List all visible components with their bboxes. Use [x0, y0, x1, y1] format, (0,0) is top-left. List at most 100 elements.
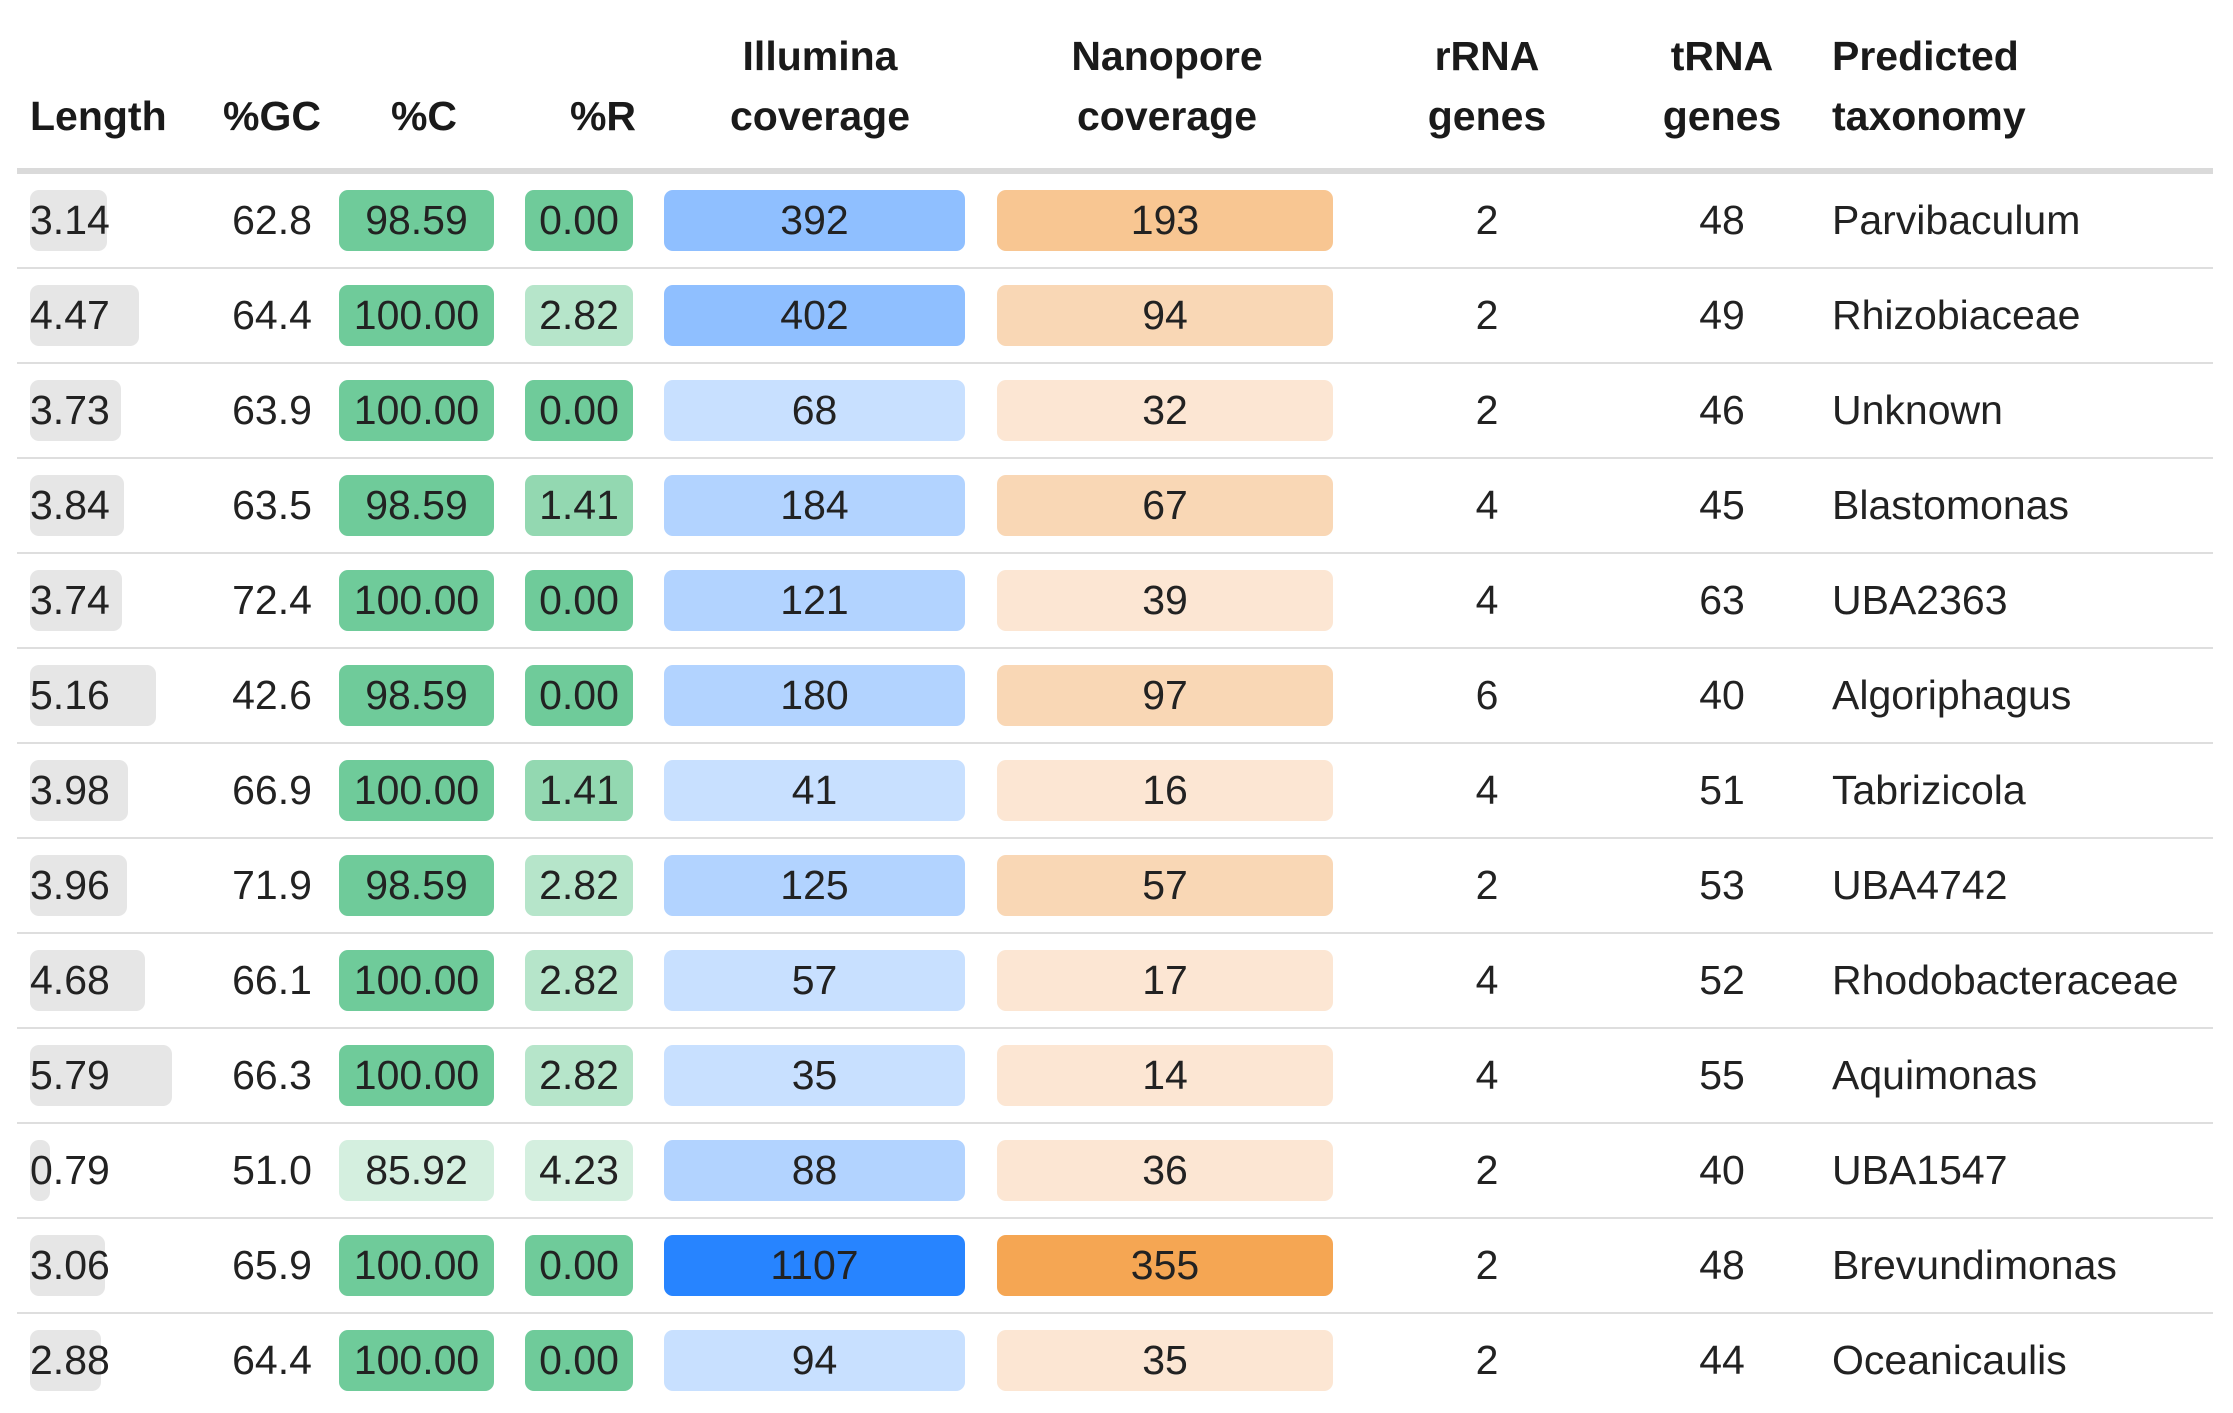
cell-taxonomy: Unknown	[1832, 387, 2003, 433]
cell-nanopore-coverage: 32	[997, 380, 1333, 441]
cell-completeness: 100.00	[339, 760, 494, 821]
cell-length: 3.84	[30, 482, 110, 528]
cell-length: 4.68	[30, 957, 110, 1003]
length-bar	[30, 380, 121, 441]
cell-illumina-coverage: 68	[664, 380, 965, 441]
table-header: Length %GC %C %R Illumina coverage Nanop…	[17, 0, 2213, 174]
cell-nanopore-coverage: 36	[997, 1140, 1333, 1201]
cell-nanopore-coverage: 193	[997, 190, 1333, 251]
cell-taxonomy: Rhodobacteraceae	[1832, 957, 2179, 1003]
cell-redundancy: 0.00	[525, 1330, 633, 1391]
cell-gc: 72.4	[232, 577, 312, 623]
header-rrna-genes[interactable]: rRNA genes	[1427, 33, 1547, 139]
cell-length: 5.79	[30, 1052, 110, 1098]
cell-taxonomy: Algoriphagus	[1832, 672, 2072, 718]
cell-rrna-genes: 2	[1475, 1337, 1499, 1383]
cell-redundancy: 0.00	[525, 570, 633, 631]
cell-taxonomy: Parvibaculum	[1832, 197, 2081, 243]
cell-taxonomy: UBA1547	[1832, 1147, 2008, 1193]
cell-gc: 66.3	[232, 1052, 312, 1098]
length-bar	[30, 570, 122, 631]
cell-length: 0.79	[30, 1147, 110, 1193]
table-row: 3.74 72.4 100.00 0.00 121 39 4 63 UBA2363	[17, 554, 2213, 649]
length-bar	[30, 1330, 101, 1391]
cell-completeness: 98.59	[339, 190, 494, 251]
cell-trna-genes: 55	[1699, 1052, 1745, 1098]
cell-rrna-genes: 4	[1475, 767, 1499, 813]
cell-gc: 66.1	[232, 957, 312, 1003]
cell-trna-genes: 49	[1699, 292, 1745, 338]
cell-redundancy: 2.82	[525, 855, 633, 916]
cell-rrna-genes: 4	[1475, 1052, 1499, 1098]
table-row: 0.79 51.0 85.92 4.23 88 36 2 40 UBA1547	[17, 1124, 2213, 1219]
cell-trna-genes: 48	[1699, 1242, 1745, 1288]
table-body: 3.14 62.8 98.59 0.00 392 193 2 48 Parvibaculum 4.…	[17, 174, 2213, 1407]
cell-rrna-genes: 2	[1475, 197, 1499, 243]
cell-nanopore-coverage: 16	[997, 760, 1333, 821]
length-bar	[30, 475, 124, 536]
cell-gc: 64.4	[232, 292, 312, 338]
cell-nanopore-coverage: 39	[997, 570, 1333, 631]
table-row: 2.88 64.4 100.00 0.00 94 35 2 44 Oceanicaulis	[17, 1314, 2213, 1407]
table-row: 3.14 62.8 98.59 0.00 392 193 2 48 Parvibaculum	[17, 174, 2213, 269]
cell-trna-genes: 53	[1699, 862, 1745, 908]
cell-completeness: 100.00	[339, 1330, 494, 1391]
length-bar	[30, 285, 139, 346]
cell-redundancy: 0.00	[525, 665, 633, 726]
cell-length: 3.73	[30, 387, 110, 433]
cell-trna-genes: 44	[1699, 1337, 1745, 1383]
table-row: 3.96 71.9 98.59 2.82 125 57 2 53 UBA4742	[17, 839, 2213, 934]
length-bar	[30, 665, 156, 726]
header-trna-genes[interactable]: tRNA genes	[1662, 33, 1782, 139]
length-bar	[30, 760, 128, 821]
cell-rrna-genes: 6	[1475, 672, 1499, 718]
length-bar	[30, 1045, 172, 1106]
cell-taxonomy: Brevundimonas	[1832, 1242, 2117, 1288]
cell-illumina-coverage: 180	[664, 665, 965, 726]
cell-nanopore-coverage: 355	[997, 1235, 1333, 1296]
cell-length: 3.74	[30, 577, 110, 623]
cell-nanopore-coverage: 14	[997, 1045, 1333, 1106]
cell-redundancy: 0.00	[525, 1235, 633, 1296]
cell-length: 3.14	[30, 197, 110, 243]
table-row: 4.68 66.1 100.00 2.82 57 17 4 52 Rhodobacteracea…	[17, 934, 2213, 1029]
header-illumina-coverage[interactable]: Illumina coverage	[729, 33, 911, 139]
cell-length: 3.98	[30, 767, 110, 813]
cell-trna-genes: 45	[1699, 482, 1745, 528]
cell-gc: 64.4	[232, 1337, 312, 1383]
cell-rrna-genes: 4	[1475, 577, 1499, 623]
header-predicted-taxonomy[interactable]: Predicted taxonomy	[1832, 33, 2026, 139]
table-row: 5.16 42.6 98.59 0.00 180 97 6 40 Algoriphagus	[17, 649, 2213, 744]
cell-illumina-coverage: 57	[664, 950, 965, 1011]
header-length[interactable]: Length	[30, 93, 167, 139]
header-r[interactable]: %R	[569, 93, 637, 139]
header-c[interactable]: %C	[390, 93, 458, 139]
cell-length: 3.96	[30, 862, 110, 908]
cell-gc: 63.9	[232, 387, 312, 433]
cell-redundancy: 0.00	[525, 190, 633, 251]
cell-rrna-genes: 4	[1475, 482, 1499, 528]
cell-length: 4.47	[30, 292, 110, 338]
cell-gc: 51.0	[232, 1147, 312, 1193]
cell-trna-genes: 40	[1699, 1147, 1745, 1193]
header-gc[interactable]: %GC	[223, 93, 321, 139]
cell-length: 5.16	[30, 672, 110, 718]
cell-rrna-genes: 2	[1475, 292, 1499, 338]
cell-taxonomy: Rhizobiaceae	[1832, 292, 2081, 338]
cell-rrna-genes: 2	[1475, 387, 1499, 433]
cell-taxonomy: Oceanicaulis	[1832, 1337, 2067, 1383]
cell-nanopore-coverage: 97	[997, 665, 1333, 726]
cell-completeness: 100.00	[339, 285, 494, 346]
cell-illumina-coverage: 35	[664, 1045, 965, 1106]
cell-redundancy: 1.41	[525, 475, 633, 536]
cell-taxonomy: Tabrizicola	[1832, 767, 2026, 813]
cell-redundancy: 2.82	[525, 1045, 633, 1106]
cell-trna-genes: 40	[1699, 672, 1745, 718]
cell-redundancy: 4.23	[525, 1140, 633, 1201]
cell-illumina-coverage: 392	[664, 190, 965, 251]
header-nanopore-coverage[interactable]: Nanopore coverage	[1071, 33, 1263, 139]
cell-gc: 66.9	[232, 767, 312, 813]
cell-taxonomy: Aquimonas	[1832, 1052, 2038, 1098]
cell-length: 2.88	[30, 1337, 110, 1383]
cell-nanopore-coverage: 17	[997, 950, 1333, 1011]
